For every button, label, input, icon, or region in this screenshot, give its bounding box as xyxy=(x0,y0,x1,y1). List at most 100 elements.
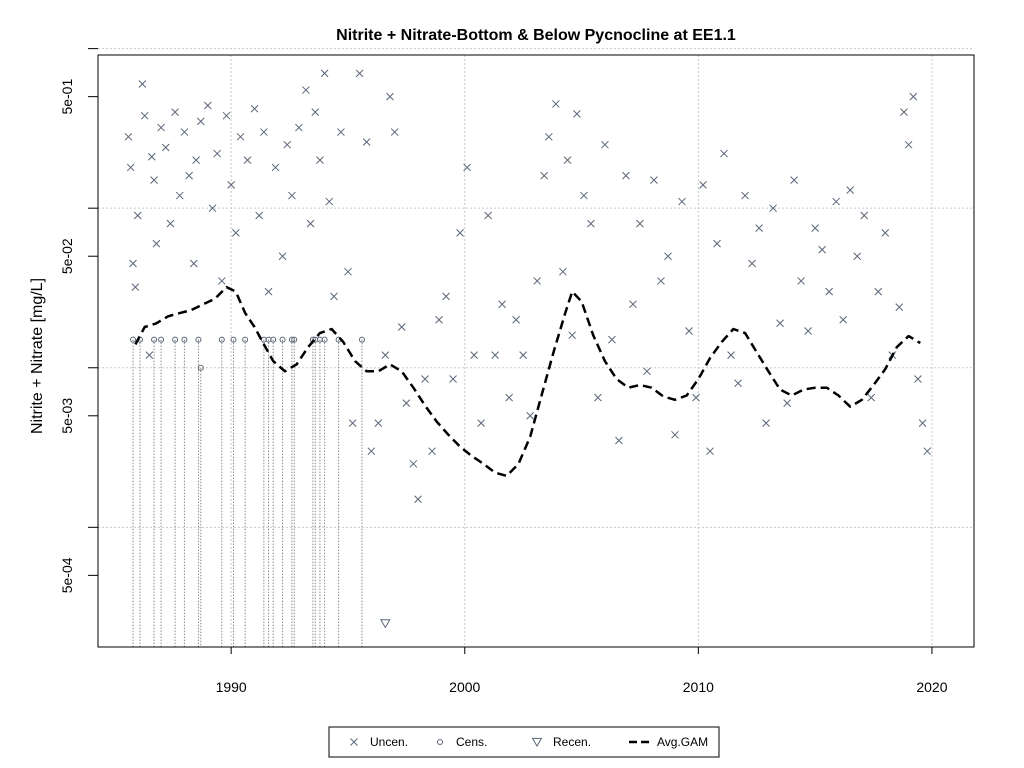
uncensored-point xyxy=(421,375,429,383)
uncensored-point xyxy=(402,399,411,408)
uncensored-point xyxy=(463,163,471,172)
uncensored-point xyxy=(860,211,869,220)
uncensored-point xyxy=(255,211,264,220)
uncensored-point xyxy=(881,229,890,237)
uncensored-point xyxy=(923,447,932,456)
uncensored-point xyxy=(260,128,268,136)
uncensored-point xyxy=(678,197,686,206)
uncensored-point xyxy=(818,245,827,254)
uncensored-point xyxy=(783,399,791,408)
grid-lines xyxy=(98,48,974,647)
uncensored-point xyxy=(278,252,287,261)
uncensored-point xyxy=(157,123,165,132)
censored-point xyxy=(218,336,225,343)
uncensored-point xyxy=(608,335,616,344)
uncensored-point xyxy=(657,277,665,285)
uncensored-point xyxy=(720,149,728,158)
censored-point xyxy=(197,364,204,371)
uncensored-point xyxy=(568,331,577,340)
x-tick-label: 2020 xyxy=(916,679,947,695)
uncensored-point xyxy=(306,219,315,228)
y-tick-label: 5e-03 xyxy=(59,398,75,434)
censored-point xyxy=(230,336,237,343)
legend-box xyxy=(328,726,720,758)
uncensored-point xyxy=(470,351,478,359)
censored-point xyxy=(242,336,249,343)
uncensored-point xyxy=(895,303,904,311)
uncensored-point xyxy=(222,111,231,120)
uncensored-point xyxy=(519,351,528,359)
uncensored-point xyxy=(664,252,672,261)
uncensored-point xyxy=(622,171,630,180)
uncensored-point xyxy=(397,323,406,331)
uncensored-point xyxy=(325,197,334,206)
legend-label: Avg.GAM xyxy=(657,735,708,749)
plot-frame xyxy=(97,54,975,648)
uncensored-point xyxy=(386,92,394,101)
uncensored-point xyxy=(355,69,364,78)
uncensored-point xyxy=(175,191,184,200)
uncensored-point xyxy=(587,219,595,228)
censored-point xyxy=(151,336,158,343)
y-axis: 5e-04 5e-03 5e-02 5e-01 xyxy=(59,48,98,593)
x-tick-label: 2000 xyxy=(449,679,480,695)
uncensored-point xyxy=(512,315,520,324)
y-tick-label: 5e-04 xyxy=(59,557,75,593)
uncensored-point xyxy=(189,259,198,268)
uncensored-point xyxy=(409,459,418,468)
uncensored-point xyxy=(374,419,383,427)
uncensored-point xyxy=(825,287,834,296)
uncensored-point xyxy=(909,92,918,101)
uncensored-point xyxy=(192,156,200,165)
uncensored-point xyxy=(390,128,399,136)
censored-point xyxy=(279,336,286,343)
uncensored-point xyxy=(563,156,572,165)
uncensored-point xyxy=(152,239,161,248)
x-tick-label: 1990 xyxy=(216,679,247,695)
uncensored-point xyxy=(320,69,329,78)
uncensored-point xyxy=(316,156,324,165)
censored-point xyxy=(358,336,365,343)
uncensored-point xyxy=(456,229,464,237)
uncensored-point xyxy=(449,375,457,383)
uncensored-point xyxy=(769,204,777,213)
uncensored-point xyxy=(734,379,742,388)
uncensored-point xyxy=(348,419,357,427)
uncensored-point xyxy=(874,287,883,296)
uncensored-point xyxy=(344,267,352,276)
censored-point xyxy=(130,336,137,343)
uncensored-point xyxy=(636,219,644,228)
uncensored-point xyxy=(790,176,798,184)
uncensored-point xyxy=(236,132,245,141)
uncensored-point xyxy=(362,138,371,146)
uncensored-point xyxy=(552,100,560,108)
uncensored-point xyxy=(741,191,749,200)
censored-ranges xyxy=(132,339,363,647)
uncensored-point xyxy=(685,327,693,335)
uncensored-point xyxy=(330,292,338,301)
uncensored-point xyxy=(133,211,142,220)
censored-point xyxy=(288,336,295,343)
legend-cross-icon xyxy=(350,738,358,746)
uncensored-point xyxy=(147,152,156,161)
uncensored-point xyxy=(533,277,542,285)
uncensored-point xyxy=(748,259,756,268)
uncensored-point xyxy=(414,495,422,504)
gam-curve xyxy=(134,285,921,478)
uncensored-point xyxy=(853,252,862,261)
uncensored-point xyxy=(573,110,581,118)
uncensored-point xyxy=(288,191,296,200)
uncensored-point xyxy=(367,447,376,456)
uncensored-point xyxy=(311,108,320,116)
censored-point xyxy=(291,336,298,343)
uncensored-point xyxy=(900,108,908,116)
x-tick-label: 2010 xyxy=(683,679,714,695)
uncensored-point xyxy=(381,351,390,359)
uncensored-point xyxy=(271,163,280,172)
uncensored-point xyxy=(544,132,553,141)
uncensored-point xyxy=(839,315,848,324)
uncensored-point xyxy=(203,101,212,110)
uncensored-point xyxy=(615,436,623,445)
uncensored-point xyxy=(559,267,567,276)
uncensored-point xyxy=(498,300,506,309)
